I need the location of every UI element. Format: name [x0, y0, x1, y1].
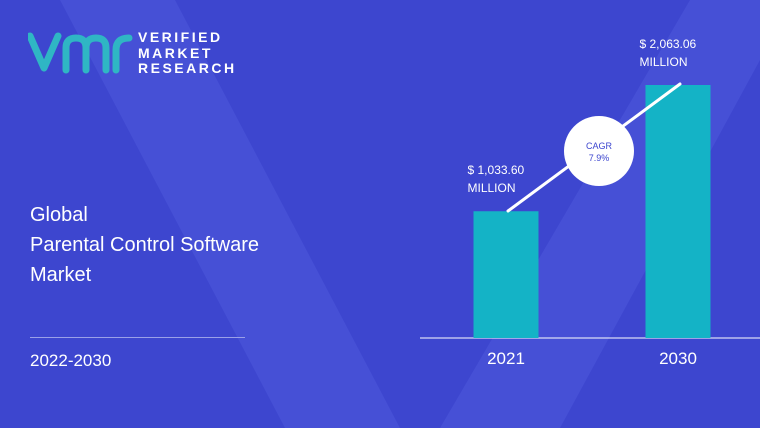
x-tick-label-2030: 2030: [659, 349, 697, 368]
brand-name: VERIFIED MARKET RESEARCH: [138, 29, 237, 77]
title-line-1: Global: [30, 204, 88, 226]
title-divider: [30, 337, 245, 338]
value-label-2021: $ 1,033.60: [468, 163, 525, 177]
cagr-label: CAGR: [586, 141, 613, 151]
brand-line-2: MARKET: [138, 44, 213, 61]
brand-line-1: VERIFIED: [138, 29, 223, 45]
market-title: Global Parental Control Software Market: [30, 200, 259, 290]
bar-2030: [645, 85, 711, 338]
bar-2021: [473, 211, 539, 338]
forecast-period: 2022-2030: [30, 351, 112, 370]
title-line-3: Market: [30, 264, 92, 286]
value-label-2030: $ 2,063.06: [640, 37, 697, 51]
vmr-logo-icon: [28, 32, 133, 74]
value-unit-label-2021: MILLION: [468, 181, 516, 195]
cagr-badge: [564, 116, 634, 186]
value-unit-label-2030: MILLION: [640, 55, 688, 69]
brand-logo: VERIFIED MARKET RESEARCH: [28, 29, 238, 80]
cagr-value: 7.9%: [589, 153, 610, 163]
title-line-2: Parental Control Software: [30, 234, 260, 256]
x-tick-label-2021: 2021: [487, 349, 525, 368]
brand-line-3: RESEARCH: [138, 60, 237, 76]
